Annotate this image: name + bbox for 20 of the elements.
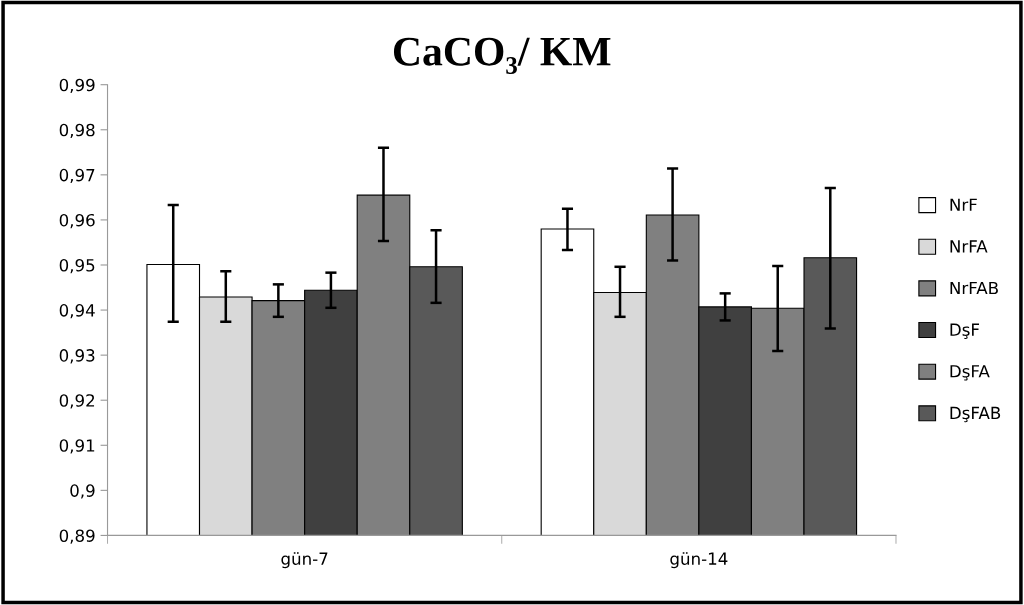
y-tick-label: 0,99 xyxy=(59,78,95,93)
legend-label: DşFA xyxy=(950,365,990,381)
y-tick-label: 0,91 xyxy=(59,439,95,454)
x-tick-label: gün-14 xyxy=(670,552,728,569)
y-tick-label: 0,92 xyxy=(59,394,95,409)
y-tick-label: 0,89 xyxy=(59,529,95,544)
legend-label: NrFA xyxy=(950,240,988,253)
y-tick-label: 0,98 xyxy=(59,123,95,139)
y-tick-label: 0,9 xyxy=(70,484,95,499)
legend-label: NrF xyxy=(950,198,977,211)
chart-title: CaCO₃/ KM xyxy=(393,37,611,74)
y-tick-label: 0,97 xyxy=(59,168,95,184)
y-tick-label: 0,93 xyxy=(59,349,95,364)
y-tick-label: 0,96 xyxy=(59,213,95,229)
y-tick-label: 0,95 xyxy=(59,258,95,274)
legend-label: NrFAB xyxy=(950,281,998,295)
legend-label: DşFAB xyxy=(950,406,1001,423)
y-tick-label: 0,94 xyxy=(59,304,95,319)
legend-label: DşF xyxy=(950,323,980,339)
x-tick-label: gün-7 xyxy=(281,552,328,569)
